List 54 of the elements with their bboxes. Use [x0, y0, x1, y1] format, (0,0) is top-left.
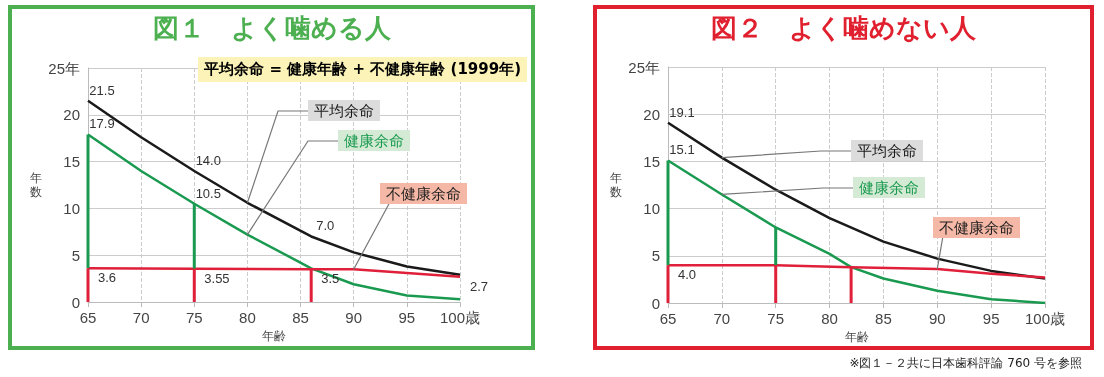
x-tick-label: 95	[982, 310, 1000, 327]
x-tick-label: 85	[292, 309, 309, 326]
x-tick-label: 65	[659, 310, 677, 327]
x-tick-label: 100歳	[439, 309, 481, 326]
y-tick-label: 20	[643, 105, 660, 123]
y-tick-label: 15	[63, 153, 80, 171]
y-tick-label: 10	[63, 199, 80, 217]
y-tick-label: 5	[71, 246, 80, 264]
chart-title: 図２ よく噛めない人	[710, 12, 977, 45]
data-label: 21.5	[89, 82, 115, 98]
x-tick-label: 85	[875, 310, 892, 327]
chart-title: 図１ よく噛める人	[151, 12, 392, 45]
x-tick-label: 80	[821, 310, 838, 327]
y-tick-label: 0	[71, 293, 80, 311]
y-tick-label: 25年	[48, 59, 80, 77]
data-label: 3.5	[321, 271, 340, 287]
text: 健康余命	[344, 132, 404, 149]
x-tick-label: 95	[398, 309, 416, 326]
data-label: 14.0	[195, 152, 221, 168]
data-label: 7.0	[316, 218, 335, 234]
y-tick-label: 20	[63, 106, 80, 124]
text: 平均余命	[857, 142, 917, 159]
text: 健康余命	[859, 179, 919, 196]
y-tick-label: 5	[651, 247, 660, 265]
text: 平均余命	[314, 102, 374, 119]
data-label: 19.1	[669, 104, 695, 120]
y-tick-label: 0	[651, 294, 660, 312]
x-tick-label: 65	[79, 309, 97, 326]
x-tick-label: 70	[713, 310, 731, 327]
data-label: 15.1	[669, 142, 695, 158]
x-tick-label: 90	[345, 309, 363, 326]
x-axis-title: 年齢	[844, 329, 869, 344]
x-tick-label: 70	[132, 309, 150, 326]
x-tick-label: 90	[928, 310, 946, 327]
x-tick-label: 80	[239, 309, 256, 326]
data-label: 4.0	[678, 267, 697, 283]
y-tick-label: 25年	[628, 58, 660, 76]
y-tick-label: 15	[643, 152, 660, 170]
x-axis-title: 年齢	[262, 328, 286, 343]
x-tick-label: 100歳	[1024, 310, 1066, 327]
text: 不健康余命	[939, 219, 1014, 236]
text: 不健康余命	[386, 185, 461, 202]
text: 平均余命 = 健康年齢 + 不健康年齢 (1999年)	[204, 60, 521, 78]
y-axis-title: 年数	[30, 171, 43, 199]
data-label: 3.6	[98, 270, 117, 286]
y-axis-title: 年数	[610, 171, 623, 199]
text: ※図１－２共に日本歯科評論 760 号を参照	[849, 355, 1082, 372]
x-tick-label: 75	[767, 310, 785, 327]
data-label: 10.5	[195, 185, 221, 201]
data-label: 17.9	[89, 116, 115, 132]
data-label: 3.55	[204, 270, 230, 286]
y-tick-label: 10	[643, 200, 660, 218]
data-label: 2.7	[470, 278, 489, 294]
x-tick-label: 75	[185, 309, 203, 326]
